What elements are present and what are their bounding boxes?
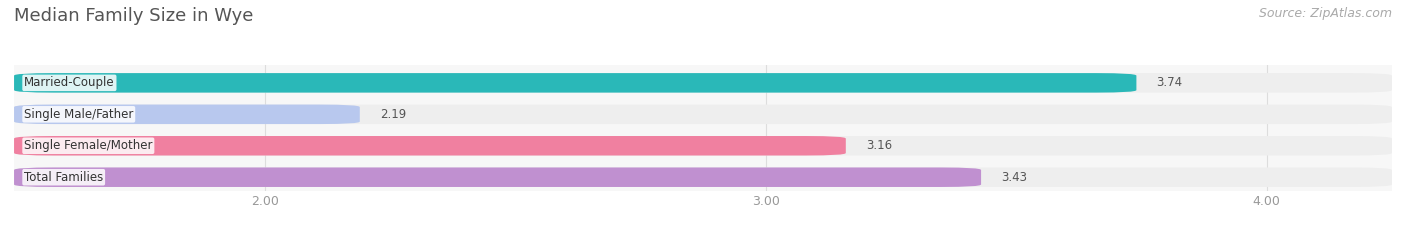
Text: Median Family Size in Wye: Median Family Size in Wye — [14, 7, 253, 25]
FancyBboxPatch shape — [14, 168, 981, 187]
Text: 3.43: 3.43 — [1001, 171, 1028, 184]
Text: Source: ZipAtlas.com: Source: ZipAtlas.com — [1258, 7, 1392, 20]
Text: Total Families: Total Families — [24, 171, 103, 184]
FancyBboxPatch shape — [14, 105, 360, 124]
FancyBboxPatch shape — [14, 105, 1392, 124]
FancyBboxPatch shape — [14, 168, 1392, 187]
FancyBboxPatch shape — [14, 136, 1392, 155]
Text: Married-Couple: Married-Couple — [24, 76, 115, 89]
Text: Single Female/Mother: Single Female/Mother — [24, 139, 153, 152]
FancyBboxPatch shape — [14, 73, 1392, 93]
Text: 3.74: 3.74 — [1157, 76, 1182, 89]
Text: 2.19: 2.19 — [380, 108, 406, 121]
FancyBboxPatch shape — [14, 136, 846, 155]
FancyBboxPatch shape — [14, 73, 1136, 93]
Text: 3.16: 3.16 — [866, 139, 891, 152]
Text: Single Male/Father: Single Male/Father — [24, 108, 134, 121]
